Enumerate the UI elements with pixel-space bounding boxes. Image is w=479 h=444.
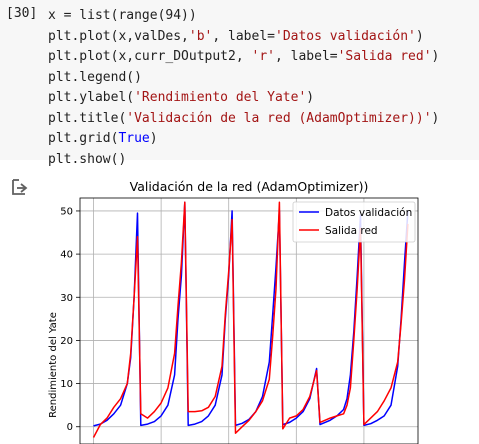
code-token: plt.legend() — [48, 69, 142, 85]
code-editor[interactable]: x = list(range(94)) plt.plot(x,valDes,'b'… — [48, 6, 439, 170]
code-line: plt.title('Validación de la red (AdamOpt… — [48, 109, 439, 130]
code-line: plt.legend() — [48, 68, 439, 89]
code-token: True — [118, 131, 150, 146]
series-line-salida-red — [92, 201, 409, 438]
legend-label-datos: Datos validación — [325, 207, 412, 219]
y-tick-label: 20 — [60, 336, 73, 347]
code-line: plt.grid(True) — [48, 129, 439, 150]
code-line: plt.plot(x,curr_DOutput2, 'r', label='Sa… — [48, 47, 439, 68]
y-tick-label: 10 — [60, 379, 73, 390]
code-line: plt.plot(x,valDes,'b', label='Datos vali… — [48, 27, 439, 48]
code-token: plt.show() — [48, 151, 127, 167]
code-token: plt.ylabel( — [48, 90, 135, 105]
execution-count: [30] — [6, 6, 38, 21]
code-token: ) — [431, 110, 440, 126]
y-axis-label: Rendimiento del Yate — [48, 312, 59, 418]
code-token: ) — [431, 49, 440, 64]
code-token: plt.title( — [48, 110, 127, 126]
y-tick-label: 50 — [60, 206, 73, 217]
code-token: , label= — [274, 49, 338, 64]
code-line: plt.show() — [48, 150, 439, 171]
code-token: plt.plot(x,valDes, — [48, 28, 189, 44]
y-tick-label: 40 — [60, 250, 73, 261]
series-layer — [92, 201, 409, 438]
y-tick-label: 0 — [67, 422, 73, 433]
chart-title: Validación de la red (AdamOptimizer)) — [130, 179, 369, 194]
code-token: , label= — [212, 28, 275, 44]
y-tick-label: 30 — [60, 293, 73, 304]
code-token: plt.plot(x,curr_DOutput2, — [48, 49, 252, 64]
code-token: plt.grid( — [48, 131, 119, 146]
axis-ticks: 02040608001020304050 — [60, 206, 80, 433]
legend-box — [292, 201, 416, 243]
code-line: plt.ylabel('Rendimiento del Yate') — [48, 88, 439, 109]
code-token: 'r' — [251, 49, 275, 64]
code-token: x = list(range(94)) — [48, 8, 197, 23]
line-chart: 02040608001020304050 Validación de la re… — [48, 179, 419, 444]
legend-label-salida: Salida red — [325, 225, 378, 237]
code-token: ) — [306, 90, 315, 105]
plot-frame — [79, 197, 419, 444]
code-token: 'Datos validación' — [275, 28, 416, 44]
code-token: ) — [149, 131, 158, 146]
output-arrow-icon[interactable] — [10, 176, 32, 198]
code-token: 'b' — [188, 28, 213, 44]
code-token: 'Rendimiento del Yate' — [134, 90, 307, 105]
code-token: 'Salida red' — [337, 49, 432, 64]
legend: Datos validación Salida red — [292, 201, 416, 243]
code-cell[interactable]: [30] x = list(range(94)) plt.plot(x,valDe… — [0, 0, 479, 167]
code-token: ) — [415, 28, 424, 44]
code-token: 'Validación de la red (AdamOptimizer))' — [126, 110, 432, 126]
code-line: x = list(range(94)) — [48, 6, 439, 27]
